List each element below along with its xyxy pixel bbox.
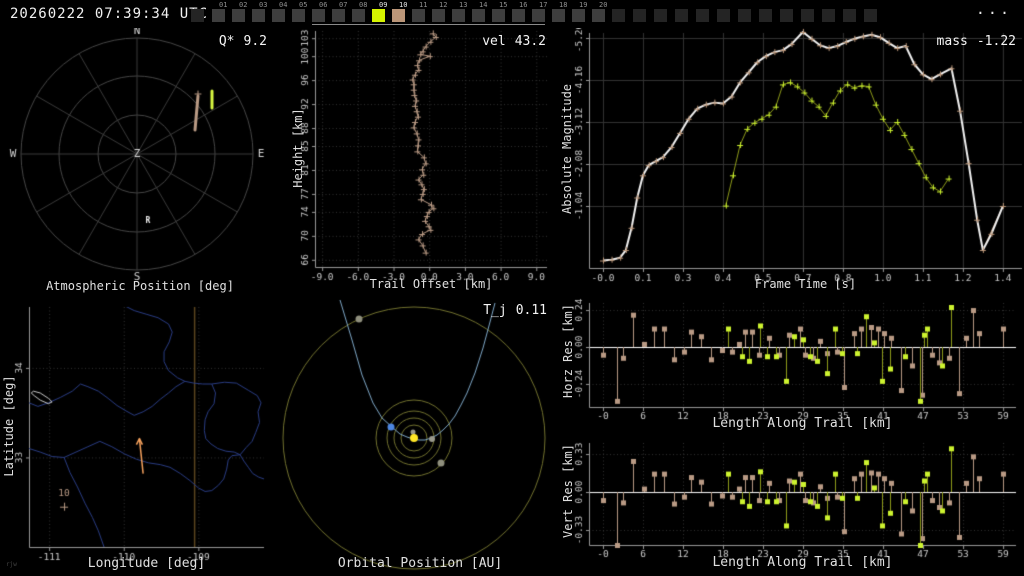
frame-box[interactable] xyxy=(592,9,605,22)
q-stat-label: Q* xyxy=(218,34,235,49)
frame-box[interactable] xyxy=(232,9,245,22)
frame-box[interactable] xyxy=(864,9,877,22)
frame-box[interactable] xyxy=(272,9,285,22)
frame-underline xyxy=(312,24,545,25)
frame-box-label: 02 xyxy=(239,1,248,9)
orbit-title: Orbital Position [AU] xyxy=(337,556,503,571)
latitude-axis-label: Latitude [deg] xyxy=(2,375,16,477)
height-axis-label: Height [km] xyxy=(291,108,305,188)
trail-offset-plot xyxy=(280,28,560,296)
horz-residuals-plot xyxy=(560,295,1024,435)
map-watermark: rjw xyxy=(6,561,17,568)
frame-box[interactable] xyxy=(780,9,793,22)
frame-box[interactable] xyxy=(412,9,425,22)
frame-box-label: 04 xyxy=(279,1,288,9)
frame-box[interactable] xyxy=(532,9,545,22)
frame-box[interactable] xyxy=(292,9,305,22)
frame-box-label: 17 xyxy=(539,1,548,9)
absolute-magnitude-axis-label: Absolute Magnitude xyxy=(560,83,574,215)
magnitude-plot xyxy=(560,28,1024,296)
panel-magnitude: mass -1.22 Absolute Magnitude Frame Time … xyxy=(560,28,1024,296)
tisserand-stat-label: T_j xyxy=(483,303,507,318)
atmospheric-title: Atmospheric Position [deg] xyxy=(46,279,234,293)
mass-stat-value: -1.22 xyxy=(976,34,1016,49)
frame-time-axis-label: Frame Time [s] xyxy=(754,277,857,291)
mass-stat-label: mass xyxy=(936,34,968,49)
frame-box-label: 03 xyxy=(259,1,268,9)
frame-box[interactable] xyxy=(822,9,835,22)
frame-box-label: 09 xyxy=(379,1,388,9)
frame-box[interactable] xyxy=(759,9,772,22)
vert-residuals-plot xyxy=(560,435,1024,576)
vert-res-axis-label: Vert Res [km] xyxy=(561,444,575,538)
frame-box[interactable] xyxy=(312,9,325,22)
frame-box-label: 16 xyxy=(519,1,528,9)
frame-box[interactable] xyxy=(191,9,204,22)
frame-box[interactable] xyxy=(372,9,385,22)
frame-box-label: 07 xyxy=(339,1,348,9)
frame-box-label: 20 xyxy=(599,1,608,9)
q-stat: Q* 9.2 xyxy=(219,34,267,49)
frame-box[interactable] xyxy=(452,9,465,22)
frame-box[interactable] xyxy=(432,9,445,22)
frame-box-label: 11 xyxy=(419,1,428,9)
panel-trail-offset: vel 43.2 Height [km] Trail Offset [km] xyxy=(280,28,560,296)
frame-box-label: 19 xyxy=(579,1,588,9)
frame-box-label: 14 xyxy=(479,1,488,9)
panel-horz-residuals: Horz Res [km] Length Along Trail [km] xyxy=(560,295,1024,435)
frame-box[interactable] xyxy=(552,9,565,22)
frame-box[interactable] xyxy=(332,9,345,22)
frame-box[interactable] xyxy=(633,9,646,22)
panel-atmospheric-position: Q* 9.2 Atmospheric Position [deg] xyxy=(0,28,280,296)
frame-box[interactable] xyxy=(212,9,225,22)
overflow-menu-ellipsis[interactable]: ... xyxy=(975,0,1012,18)
frame-box[interactable] xyxy=(717,9,730,22)
frame-box[interactable] xyxy=(654,9,667,22)
frame-box[interactable] xyxy=(572,9,585,22)
frame-box-label: 05 xyxy=(299,1,308,9)
frame-box-label: 13 xyxy=(459,1,468,9)
trail-offset-axis-label: Trail Offset [km] xyxy=(369,277,493,291)
frame-box-label: 01 xyxy=(219,1,228,9)
mass-stat: mass -1.22 xyxy=(937,34,1016,49)
frame-box[interactable] xyxy=(843,9,856,22)
vel-stat-value: 43.2 xyxy=(514,34,546,49)
length-axis-label-horz: Length Along Trail [km] xyxy=(712,416,893,431)
frame-box[interactable] xyxy=(392,9,405,22)
utc-timestamp: 20260222 07:39:34 UTC xyxy=(10,6,209,22)
tisserand-stat: T_j 0.11 xyxy=(483,303,547,318)
panel-vert-residuals: Vert Res [km] Length Along Trail [km] xyxy=(560,435,1024,576)
vel-stat-label: vel xyxy=(482,34,506,49)
frame-box[interactable] xyxy=(352,9,365,22)
frame-box-label: 12 xyxy=(439,1,448,9)
ground-map-plot xyxy=(0,295,280,576)
panel-ground-map: Latitude [deg] Longitude [deg] rjw xyxy=(0,295,280,576)
frame-box[interactable] xyxy=(801,9,814,22)
vel-stat: vel 43.2 xyxy=(482,34,546,49)
frame-box-label: 18 xyxy=(559,1,568,9)
frame-box[interactable] xyxy=(675,9,688,22)
frame-box-label: 15 xyxy=(499,1,508,9)
frame-box-label: 08 xyxy=(359,1,368,9)
frame-box[interactable] xyxy=(472,9,485,22)
frame-box[interactable] xyxy=(738,9,751,22)
frame-box[interactable] xyxy=(696,9,709,22)
panel-orbit: T_j 0.11 Orbital Position [AU] xyxy=(280,295,560,576)
orbit-plot xyxy=(280,295,560,576)
frame-box[interactable] xyxy=(612,9,625,22)
q-stat-value: 9.2 xyxy=(243,34,267,49)
frame-box[interactable] xyxy=(512,9,525,22)
frame-box-label: 06 xyxy=(319,1,328,9)
header-bar: 20260222 07:39:34 UTC 01 02 03 04 05 06 07 08 09… xyxy=(0,0,1024,28)
frame-box[interactable] xyxy=(492,9,505,22)
length-axis-label-vert: Length Along Trail [km] xyxy=(712,555,893,570)
frame-box[interactable] xyxy=(252,9,265,22)
frame-box-label: 10 xyxy=(399,1,408,9)
longitude-axis-label: Longitude [deg] xyxy=(87,556,206,571)
atmospheric-position-plot xyxy=(0,28,280,296)
tisserand-stat-value: 0.11 xyxy=(515,303,547,318)
